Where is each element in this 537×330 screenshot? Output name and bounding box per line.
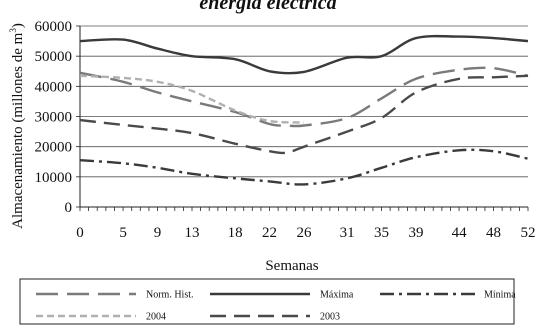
gridlines [80, 25, 528, 208]
x-tick-label: 44 [452, 225, 468, 241]
x-tick-label: 39 [409, 225, 424, 241]
series-line-norm-hist [79, 66, 529, 128]
series-line-2004 [79, 74, 305, 124]
series-line-2003 [79, 74, 529, 155]
y-tick-label: 40000 [35, 79, 73, 95]
x-tick-label: 31 [340, 225, 355, 241]
legend-label-2004: 2004 [146, 312, 166, 323]
y-tick-label: 50000 [35, 49, 73, 65]
chart-title: energia eléctrica [199, 0, 336, 14]
x-tick-label: 13 [185, 225, 200, 241]
y-tick-labels: 0 10000 20000 30000 40000 50000 60000 [35, 19, 73, 216]
x-tick-label: 35 [374, 225, 389, 241]
legend-label-m-nima: Mínima [484, 290, 516, 301]
series-lines [79, 34, 529, 186]
legend-box [19, 278, 515, 325]
legend-label-2003: 2003 [320, 312, 340, 323]
x-tick-label: 48 [486, 225, 501, 241]
y-axis-label: Almacenamiento (millones de m3) [8, 23, 26, 229]
series-line-m-nima [79, 148, 529, 186]
axes [76, 25, 529, 211]
y-tick-label: 20000 [35, 140, 73, 156]
x-tick-label: 0 [76, 225, 84, 241]
series-line-m-xima [79, 34, 529, 75]
x-tick-label: 9 [154, 225, 162, 241]
y-axis-label-superscript: 3 [8, 28, 18, 33]
x-tick-label: 26 [297, 225, 313, 241]
x-tick-labels: 0 5 9 13 18 22 26 31 35 39 44 48 52 [76, 225, 535, 241]
y-tick-label: 0 [65, 200, 73, 216]
y-tick-label: 30000 [35, 110, 73, 126]
legend: Norm. Hist. Máxima Mínima 2004 2003 [36, 290, 516, 323]
x-tick-label: 52 [521, 225, 536, 241]
x-tick-label: 5 [119, 225, 127, 241]
y-tick-label: 10000 [35, 170, 73, 186]
x-tick-label: 18 [228, 225, 243, 241]
x-tick-label: 22 [262, 225, 277, 241]
legend-label-norm-hist: Norm. Hist. [146, 290, 194, 301]
x-axis-label: Semanas [265, 258, 318, 274]
y-tick-label: 60000 [35, 19, 73, 35]
legend-label-m-xima: Máxima [320, 290, 354, 301]
